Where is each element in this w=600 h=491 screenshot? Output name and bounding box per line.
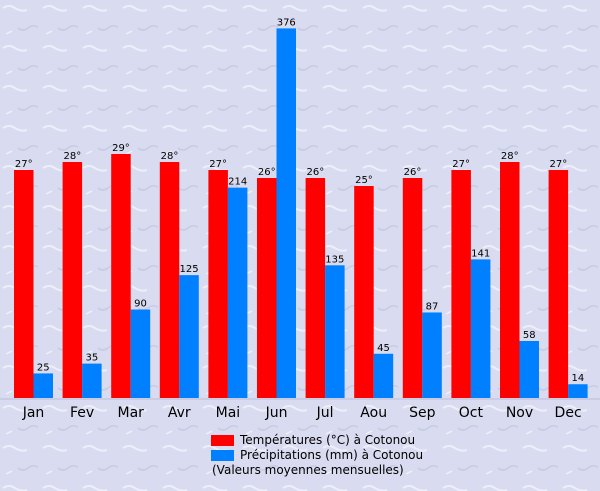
value-labels-group: 27°2528°3529°9028°12527°21426°37626°1352… [15, 17, 584, 384]
x-tick-aou: Aou [360, 405, 387, 421]
x-tick-labels-group: Jan Fev Mar Avr Mai Jun Jul Aou Sep Oct Nov Dec [22, 405, 582, 421]
precipitation-swatch [211, 450, 234, 461]
precipitation-bar-oct [470, 259, 491, 398]
temperature-label-mai: 27° [209, 159, 227, 170]
temperature-label-jul: 26° [306, 167, 324, 178]
precipitation-bar-nov [519, 340, 539, 398]
x-tick-sep: Sep [409, 405, 436, 421]
precipitation-label-fev: 35 [85, 353, 98, 364]
precipitation-label-oct: 141 [471, 248, 490, 259]
x-tick-nov: Nov [506, 405, 533, 421]
temperature-swatch [211, 435, 234, 446]
legend-item-temperature: Températures (°C) à Cotonou [211, 433, 423, 448]
precipitation-bar-jul [325, 265, 345, 398]
precipitation-label-avr: 125 [180, 264, 199, 275]
precipitation-bar-dec [568, 384, 588, 398]
x-tick-mai: Mai [216, 405, 241, 421]
precipitation-label-jul: 135 [325, 254, 344, 265]
precipitation-bar-jan [33, 373, 53, 398]
temperature-bar-dec [548, 170, 569, 398]
precipitation-label-sep: 87 [426, 301, 439, 312]
x-tick-mar: Mar [117, 405, 144, 421]
temperature-bar-mai [208, 170, 228, 398]
temperature-bar-jan [14, 170, 34, 398]
legend-label-temperature: Températures (°C) à Cotonou [240, 433, 416, 447]
legend-item-precipitation: Précipitations (mm) à Cotonou [211, 448, 423, 463]
x-tick-jul: Jul [316, 405, 334, 421]
temperature-label-nov: 28° [501, 151, 519, 162]
temperature-label-dec: 27° [549, 159, 567, 170]
precipitation-label-jun: 376 [277, 17, 296, 28]
temperature-label-jun: 26° [258, 167, 276, 178]
precipitation-bar-fev [82, 363, 102, 398]
temperature-label-mar: 29° [112, 143, 130, 154]
temperature-bar-oct [451, 170, 471, 398]
x-tick-jun: Jun [265, 405, 288, 421]
temperature-label-jan: 27° [15, 159, 33, 170]
temperature-bar-avr [159, 162, 180, 398]
temperature-bar-mar [111, 154, 131, 398]
legend: Températures (°C) à Cotonou Précipitatio… [211, 433, 423, 478]
legend-label-precipitation: Précipitations (mm) à Cotonou [240, 448, 424, 462]
precipitation-label-jan: 25 [37, 362, 50, 373]
precipitation-label-nov: 58 [523, 330, 536, 341]
x-tick-dec: Dec [555, 405, 582, 421]
x-tick-fev: Fev [70, 405, 94, 421]
temperature-bar-nov [500, 162, 520, 398]
chart-note: (Valeurs moyennes mensuelles) [212, 463, 404, 477]
precipitation-label-dec: 14 [571, 373, 584, 384]
precipitation-bar-sep [422, 312, 442, 398]
precipitation-label-mai: 214 [228, 177, 247, 188]
precipitation-bar-aou [373, 353, 394, 398]
temperature-bar-fev [62, 162, 83, 398]
x-tick-oct: Oct [459, 405, 484, 421]
temperature-bar-sep [402, 178, 423, 398]
precipitation-bar-mai [227, 187, 248, 398]
precipitation-bar-jun [276, 28, 296, 399]
temperature-bar-aou [354, 186, 374, 398]
temperature-label-avr: 28° [161, 151, 179, 162]
temperature-label-fev: 28° [63, 151, 81, 162]
temperature-label-sep: 26° [404, 167, 422, 178]
x-tick-avr: Avr [168, 405, 191, 421]
temperature-label-aou: 25° [355, 175, 373, 186]
precipitation-bar-avr [179, 275, 199, 398]
temperature-bar-jul [305, 178, 326, 398]
precipitation-label-mar: 90 [134, 299, 147, 310]
x-tick-jan: Jan [22, 405, 45, 421]
precipitation-label-aou: 45 [377, 343, 390, 354]
precipitation-bar-mar [130, 309, 151, 398]
temperature-label-oct: 27° [452, 159, 470, 170]
bars-group [14, 28, 588, 399]
temperature-bar-jun [257, 178, 277, 398]
